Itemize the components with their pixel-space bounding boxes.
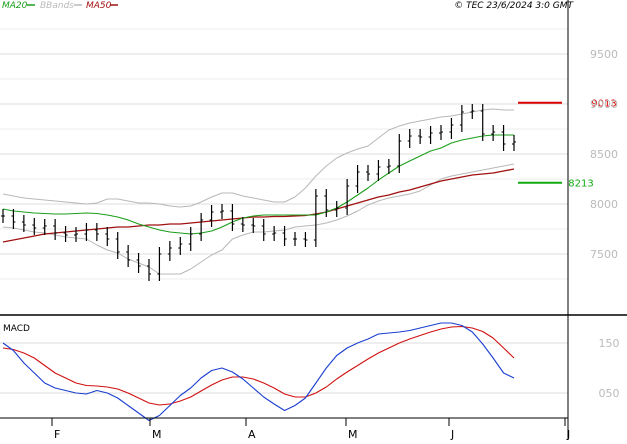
bbands-upper-line xyxy=(2,108,514,208)
macd-panel-title: MACD xyxy=(3,324,30,334)
support-resistance-levels: 9013 8213 xyxy=(518,99,617,190)
price-tick-label: 8000 xyxy=(590,198,618,211)
x-tick-label: J xyxy=(450,428,454,440)
x-tick-label: A xyxy=(248,428,256,440)
price-tick-label: 9000 xyxy=(590,98,618,111)
price-tick-label: 9500 xyxy=(590,48,618,61)
copyright-text: © TEC 23/6/2024 3:0 GMT xyxy=(454,1,574,11)
price-tick-label: 7500 xyxy=(590,248,618,261)
ma50-line xyxy=(2,168,515,243)
bollinger-bands xyxy=(2,108,515,275)
x-tick-label: M xyxy=(152,428,162,440)
axis-tick-labels: 7500 8000 8500 9000 9500 050 150 F M A M J J xyxy=(51,48,620,441)
resistance-level-label: 9013 xyxy=(591,99,616,110)
macd-tick-label: 150 xyxy=(599,337,620,350)
ma20-line xyxy=(2,134,514,235)
legend-ma50-label: MA50 xyxy=(86,1,112,11)
macd-line xyxy=(2,322,515,422)
x-tick-label: M xyxy=(348,428,358,440)
macd-panel: MACD xyxy=(2,322,515,422)
moving-averages xyxy=(2,134,515,243)
price-tick-label: 8500 xyxy=(590,148,618,161)
grid-lines xyxy=(0,28,568,394)
bbands-lower-line xyxy=(2,163,515,275)
x-tick-label: F xyxy=(54,428,60,440)
legend-ma20-label: MA20 xyxy=(2,1,28,11)
macd-tick-label: 050 xyxy=(599,387,620,400)
macd-signal-line xyxy=(2,325,515,406)
support-level-label: 8213 xyxy=(568,179,593,190)
price-bars xyxy=(1,104,516,281)
x-tick-label: J xyxy=(566,428,570,440)
legend-bbands-label: BBands xyxy=(40,1,74,11)
